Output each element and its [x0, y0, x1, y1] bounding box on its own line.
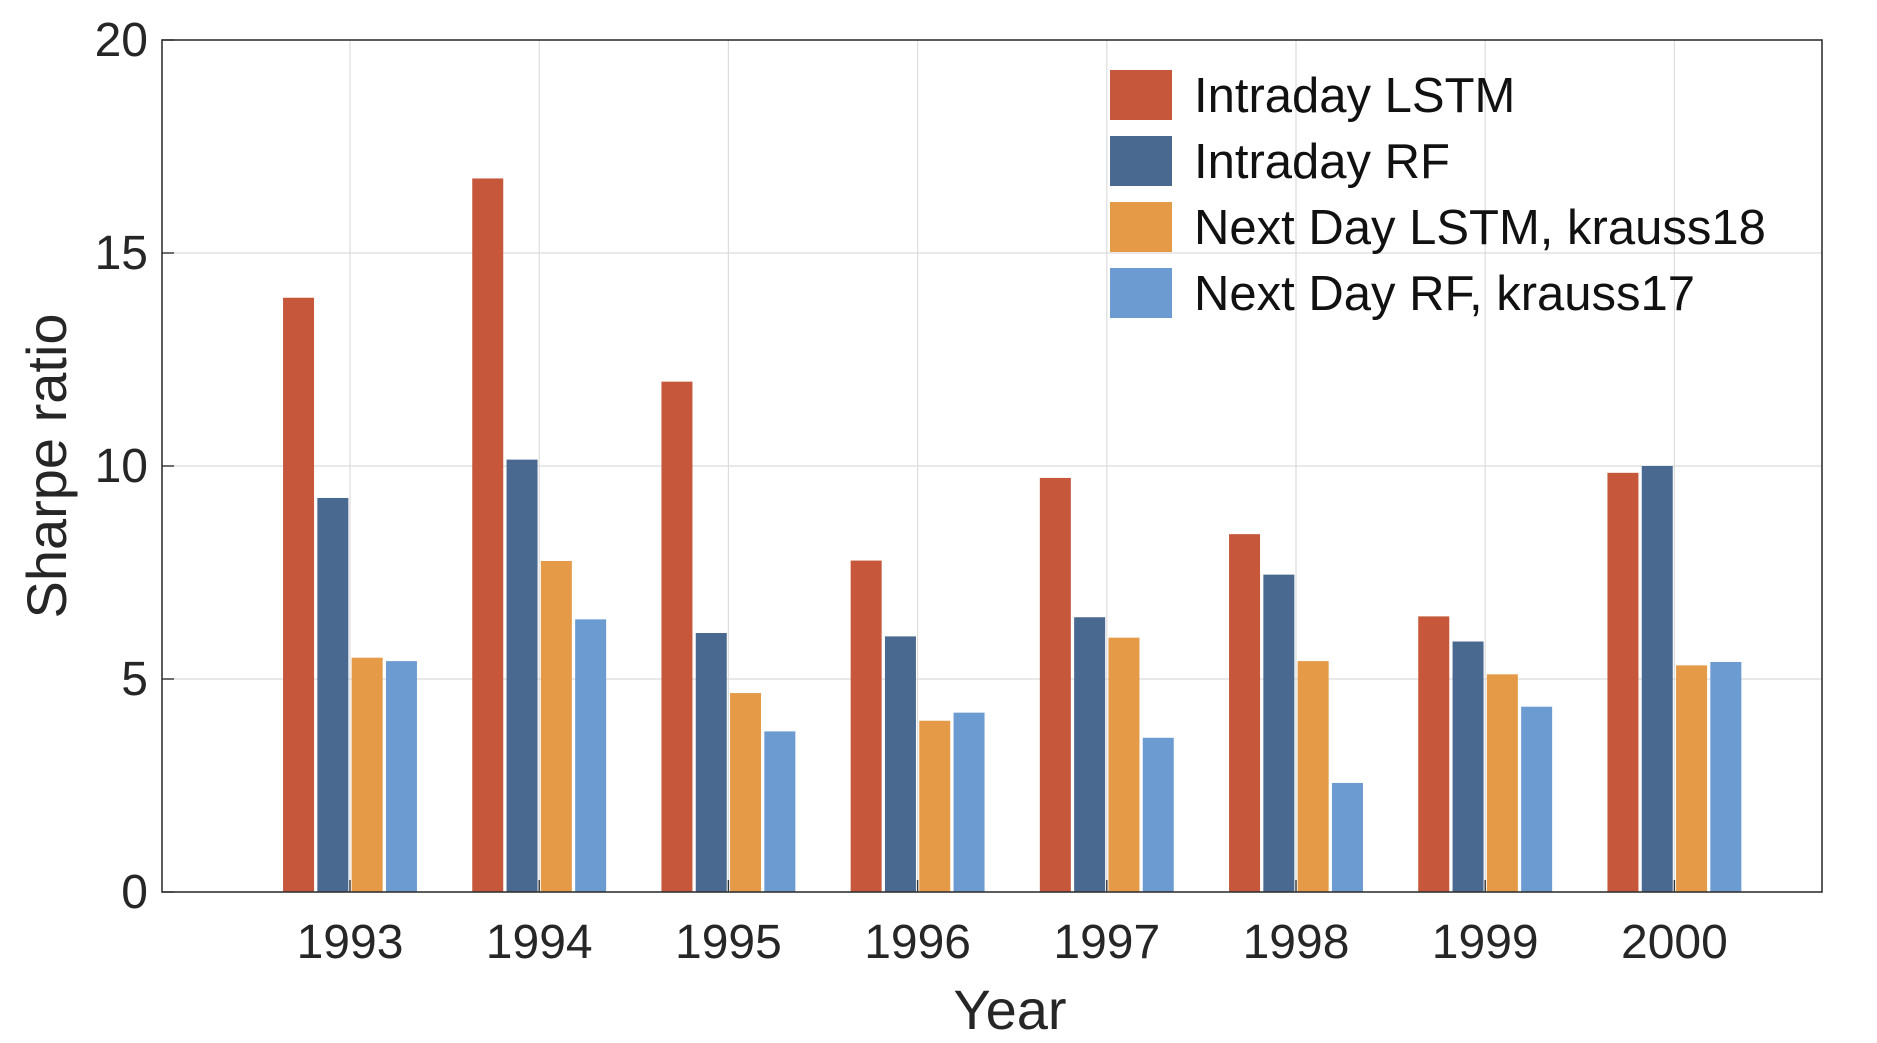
x-tick-label: 1996	[864, 916, 971, 969]
y-axis-ticks: 0 5 10 15 20	[95, 14, 174, 919]
bar-intraday-rf-1996	[884, 636, 916, 892]
bar-intraday-rf-1995	[695, 632, 727, 892]
bar-intraday-rf-1999	[1452, 641, 1484, 892]
bar-next-day-rf-krauss17-1995	[764, 731, 796, 892]
legend-swatch	[1110, 268, 1172, 318]
x-tick-label: 1994	[486, 916, 593, 969]
legend-label: Intraday RF	[1194, 135, 1450, 189]
y-tick-label: 10	[95, 440, 148, 493]
bar-next-day-lstm-krauss18-1999	[1486, 674, 1518, 892]
bar-next-day-rf-krauss17-1994	[575, 619, 607, 892]
legend-swatch	[1110, 136, 1172, 186]
grid-lines	[162, 40, 1822, 892]
legend-swatch	[1110, 70, 1172, 120]
y-tick-label: 0	[121, 866, 148, 919]
x-tick-label: 1995	[675, 916, 782, 969]
bar-intraday-lstm-1993	[283, 297, 315, 893]
bar-next-day-rf-krauss17-1993	[385, 661, 417, 892]
bar-intraday-lstm-1997	[1039, 477, 1071, 892]
bar-intraday-lstm-1998	[1229, 534, 1261, 892]
bar-next-day-lstm-krauss18-1996	[919, 720, 951, 892]
y-tick-label: 20	[95, 14, 148, 67]
bar-intraday-rf-1998	[1263, 574, 1295, 892]
x-axis-ticks: 1993 1994 1995 1996 1997 1998 1999 2000	[297, 880, 1728, 969]
bar-next-day-lstm-krauss18-1998	[1297, 661, 1329, 892]
bar-next-day-lstm-krauss18-1994	[540, 560, 572, 892]
bar-intraday-rf-1997	[1074, 617, 1106, 892]
bar-next-day-lstm-krauss18-1997	[1108, 637, 1140, 892]
x-tick-label: 1993	[297, 916, 404, 969]
bar-intraday-lstm-1994	[472, 178, 504, 892]
bar-intraday-rf-1994	[506, 459, 538, 892]
x-tick-label: 1999	[1432, 916, 1539, 969]
y-tick-label: 5	[121, 653, 148, 706]
legend-label: Next Day RF, krauss17	[1194, 267, 1695, 321]
legend-swatch	[1110, 202, 1172, 252]
bar-next-day-lstm-krauss18-1995	[730, 693, 762, 892]
x-tick-label: 1997	[1053, 916, 1160, 969]
bar-intraday-rf-1993	[317, 497, 349, 892]
bar-intraday-lstm-1999	[1418, 616, 1450, 892]
x-tick-label: 2000	[1621, 916, 1728, 969]
x-tick-label: 1998	[1243, 916, 1350, 969]
bar-next-day-lstm-krauss18-1993	[351, 657, 383, 892]
bar-intraday-lstm-1996	[850, 560, 882, 892]
x-axis-title: Year	[953, 978, 1066, 1041]
bar-intraday-lstm-1995	[661, 381, 693, 892]
bar-next-day-lstm-krauss18-2000	[1676, 665, 1708, 892]
legend-label: Next Day LSTM, krauss18	[1194, 201, 1766, 255]
bar-next-day-rf-krauss17-1996	[953, 712, 985, 892]
y-axis-title: Sharpe ratio	[15, 313, 78, 618]
bar-next-day-rf-krauss17-1998	[1331, 782, 1363, 892]
bar-intraday-rf-2000	[1641, 466, 1673, 892]
bar-next-day-rf-krauss17-1999	[1521, 706, 1553, 892]
bar-next-day-rf-krauss17-1997	[1142, 737, 1174, 892]
legend-label: Intraday LSTM	[1194, 69, 1515, 123]
y-tick-label: 15	[95, 227, 148, 280]
legend: Intraday LSTM Intraday RF Next Day LSTM, k…	[1110, 69, 1766, 321]
bar-next-day-rf-krauss17-2000	[1710, 661, 1742, 892]
bar-intraday-lstm-2000	[1607, 472, 1639, 892]
bars	[283, 178, 1742, 893]
